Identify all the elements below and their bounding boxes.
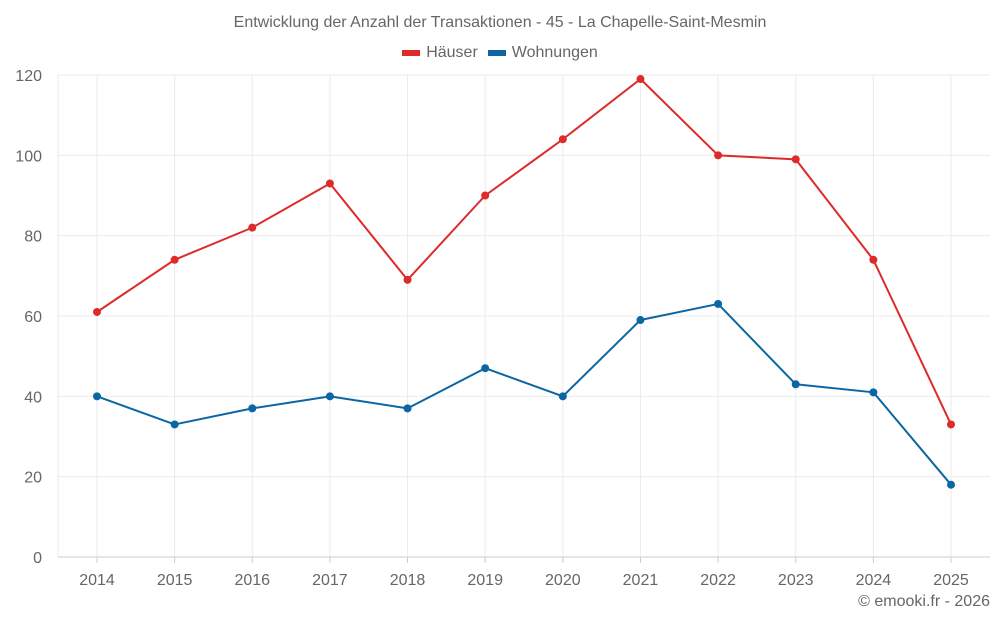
x-tick-label: 2023: [778, 572, 814, 589]
data-point-wohnungen[interactable]: [325, 392, 334, 401]
y-tick-label: 0: [33, 550, 42, 567]
x-tick-label: 2022: [700, 572, 736, 589]
data-point-wohnungen[interactable]: [791, 380, 800, 389]
data-point-haeuser[interactable]: [481, 191, 490, 200]
series-haeuser: [93, 75, 955, 429]
data-point-haeuser[interactable]: [170, 255, 179, 264]
data-point-wohnungen[interactable]: [947, 480, 955, 489]
x-tick-label: 2021: [623, 572, 659, 589]
x-tick-label: 2015: [157, 572, 193, 589]
legend-item-haeuser[interactable]: Häuser: [402, 44, 478, 62]
series: [93, 75, 955, 489]
x-tick-label: 2014: [79, 572, 115, 589]
data-point-wohnungen[interactable]: [869, 388, 878, 397]
data-point-haeuser[interactable]: [248, 223, 257, 232]
legend-label-wohnungen: Wohnungen: [511, 44, 598, 61]
series-wohnungen: [93, 299, 955, 489]
x-tick-label: 2016: [234, 572, 270, 589]
grid: [57, 74, 990, 558]
data-point-haeuser[interactable]: [947, 420, 955, 429]
data-point-haeuser[interactable]: [93, 307, 101, 316]
data-point-haeuser[interactable]: [869, 255, 878, 264]
y-tick-label: 120: [15, 68, 42, 85]
data-point-haeuser[interactable]: [403, 275, 412, 284]
x-tick-label: 2024: [856, 572, 892, 589]
y-tick-label: 20: [24, 470, 42, 487]
x-tick-label: 2020: [545, 572, 581, 589]
y-tick-label: 80: [24, 229, 42, 246]
y-tick-label: 60: [24, 309, 42, 326]
data-point-wohnungen[interactable]: [558, 392, 567, 401]
data-point-wohnungen[interactable]: [714, 299, 723, 308]
data-point-wohnungen[interactable]: [248, 404, 257, 413]
data-point-wohnungen[interactable]: [636, 316, 645, 325]
data-point-wohnungen[interactable]: [403, 404, 412, 413]
legend-item-wohnungen[interactable]: Wohnungen: [487, 44, 598, 62]
y-tick-label: 100: [15, 148, 42, 165]
x-tick-label: 2025: [933, 572, 969, 589]
series-line-wohnungen: [96, 302, 952, 486]
data-point-wohnungen[interactable]: [170, 420, 179, 429]
data-point-haeuser[interactable]: [636, 75, 645, 84]
legend-swatch-wohnungen: [487, 50, 506, 56]
data-point-wohnungen[interactable]: [93, 392, 101, 401]
chart-title: Entwicklung der Anzahl der Transaktionen…: [233, 14, 767, 31]
data-point-wohnungen[interactable]: [481, 364, 490, 373]
copyright-text: © emooki.fr - 2026: [858, 593, 990, 610]
x-tick-label: 2018: [390, 572, 426, 589]
legend-swatch-haeuser: [402, 50, 421, 56]
y-tick-label: 40: [24, 389, 42, 406]
x-tick-label: 2019: [467, 572, 503, 589]
data-point-haeuser[interactable]: [791, 155, 800, 164]
axes: 0 20 40 60 80 100 120 2014 2015 2016 2017 2018 2019 2…: [15, 68, 969, 589]
data-point-haeuser[interactable]: [325, 179, 334, 188]
data-point-haeuser[interactable]: [714, 151, 723, 160]
legend-label-haeuser: Häuser: [426, 44, 478, 61]
x-tick-label: 2017: [312, 572, 348, 589]
data-point-haeuser[interactable]: [558, 135, 567, 144]
legend: Häuser Wohnungen: [0, 44, 1000, 62]
series-line-haeuser: [96, 78, 952, 425]
